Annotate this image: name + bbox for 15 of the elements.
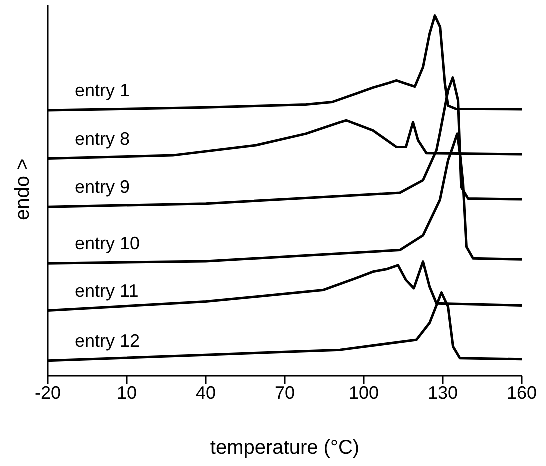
y-axis-title: endo > — [12, 158, 34, 220]
series-label: entry 9 — [75, 177, 130, 198]
series-label: entry 10 — [75, 234, 140, 254]
x-tick-label: 40 — [196, 382, 216, 403]
x-tick-label: 100 — [348, 382, 380, 403]
x-tick-label: 70 — [274, 382, 296, 403]
x-tick-label: -20 — [34, 382, 62, 403]
x-tick-label: 160 — [506, 382, 538, 403]
series-label: entry 1 — [75, 80, 130, 101]
series-label: entry 12 — [75, 330, 140, 351]
x-tick-label: 130 — [428, 382, 458, 403]
series-label: entry 8 — [75, 128, 130, 149]
series-label: entry 11 — [75, 280, 139, 301]
x-tick-label: 10 — [116, 382, 138, 403]
x-axis-title: temperature (°C) — [210, 437, 360, 459]
